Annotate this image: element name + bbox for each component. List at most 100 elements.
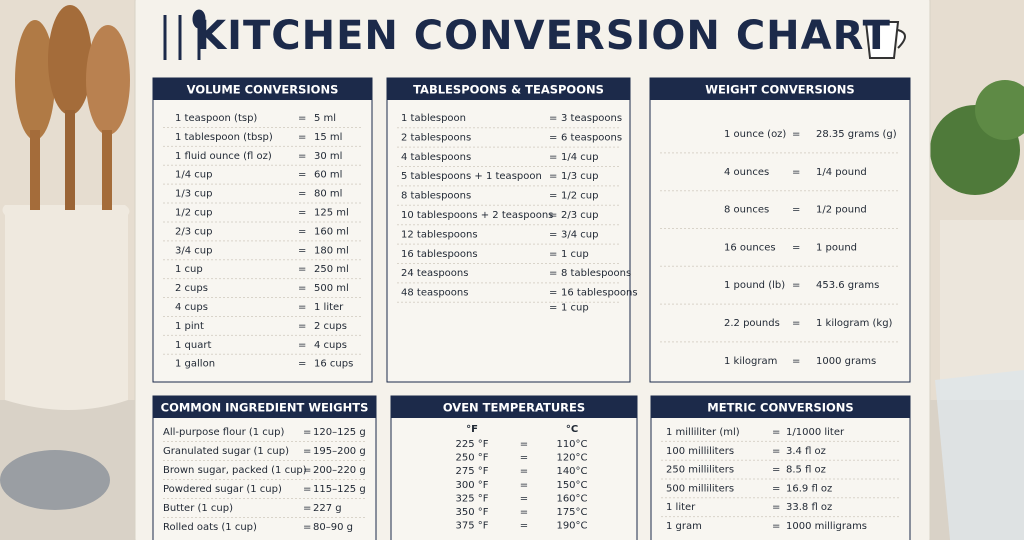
row-value: 3 teaspoons: [561, 113, 622, 124]
section-box: [152, 77, 373, 383]
row-value: 200–220 g: [313, 465, 366, 476]
separator: =: [549, 268, 557, 279]
row-label: 2/3 cup: [175, 226, 212, 237]
row-label: 325 °F: [455, 493, 488, 504]
row-label: 1 gram: [666, 521, 702, 532]
separator: =: [792, 129, 800, 140]
row-label: 1 quart: [175, 340, 211, 351]
row-label: 250 milliliters: [666, 465, 734, 476]
glass-jug: [935, 370, 1024, 540]
section-title: COMMON INGREDIENT WEIGHTS: [161, 401, 369, 415]
separator: =: [792, 242, 800, 253]
row-label: 12 tablespoons: [401, 229, 478, 240]
utensils-icon: [163, 9, 206, 60]
title: KITCHEN CONVERSION CHART: [195, 13, 891, 59]
separator: =: [549, 191, 557, 202]
separator: =: [298, 151, 306, 162]
row-label: 16 ounces: [724, 242, 776, 253]
separator: =: [298, 283, 306, 294]
pot: [940, 220, 1024, 400]
row-label: 16 tablespoons: [401, 249, 478, 260]
section-box: [390, 395, 638, 544]
row-value: 500 ml: [314, 283, 349, 294]
separator: =: [549, 152, 557, 163]
row-label: 24 teaspoons: [401, 268, 468, 279]
section-title: METRIC CONVERSIONS: [707, 401, 853, 415]
section-header: [391, 396, 637, 418]
row-value: 1/2 pound: [816, 205, 867, 216]
plant: [975, 80, 1024, 140]
row-value: 8.5 fl oz: [786, 465, 826, 476]
spoon: [15, 20, 55, 140]
section-box: [152, 395, 377, 544]
row-label: 1 teaspoon (tsp): [175, 113, 257, 124]
separator: =: [772, 521, 780, 532]
separator: =: [792, 280, 800, 291]
separator: =: [792, 167, 800, 178]
row-value: 80 ml: [314, 189, 342, 200]
row-value: 120°C: [556, 453, 587, 464]
separator: =: [772, 502, 780, 513]
separator: =: [520, 439, 528, 450]
separator: =: [298, 113, 306, 124]
section-box: [649, 77, 911, 383]
separator: =: [303, 446, 311, 457]
row-label: 225 °F: [455, 439, 488, 450]
handle: [65, 110, 75, 210]
separator: =: [520, 453, 528, 464]
row-value: 16.9 fl oz: [786, 483, 832, 494]
separator: =: [792, 318, 800, 329]
separator: =: [772, 483, 780, 494]
row-value: 195–200 g: [313, 446, 366, 457]
separator: =: [549, 113, 557, 124]
row-value: 110°C: [556, 439, 587, 450]
row-label: 1/3 cup: [175, 189, 212, 200]
row-value: 1/3 cup: [561, 171, 598, 182]
row-value: 2/3 cup: [561, 210, 598, 221]
row-label: 1 liter: [666, 502, 696, 513]
measuring-cups: [0, 450, 110, 510]
separator: =: [549, 229, 557, 240]
separator: =: [520, 466, 528, 477]
row-value: 16 cups: [314, 359, 353, 370]
row-value: 140°C: [556, 466, 587, 477]
section-header: [153, 396, 376, 418]
row-value: 80–90 g: [313, 522, 353, 533]
row-value: 1/4 cup: [561, 152, 598, 163]
section-header: [153, 78, 372, 100]
row-label: 375 °F: [455, 521, 488, 532]
row-value: 60 ml: [314, 170, 342, 181]
row-label: Powdered sugar (1 cup): [163, 484, 282, 495]
separator: =: [549, 288, 557, 299]
section-box: [650, 395, 911, 544]
crock: [2, 205, 130, 410]
section-title: OVEN TEMPERATURES: [443, 401, 585, 415]
row-label: 3/4 cup: [175, 245, 212, 256]
row-value: 1 cup: [561, 249, 589, 260]
row-label: 275 °F: [455, 466, 488, 477]
row-value: 1/2 cup: [561, 191, 598, 202]
separator: =: [549, 249, 557, 260]
separator: =: [298, 245, 306, 256]
row-label: 1 tablespoon: [401, 113, 466, 124]
row-value: 180 ml: [314, 245, 349, 256]
row-label: 500 milliliters: [666, 483, 734, 494]
row-value: 125 ml: [314, 208, 349, 219]
column-header: °C: [566, 424, 578, 435]
separator: =: [772, 446, 780, 457]
separator: =: [792, 356, 800, 367]
row-value: 175°C: [556, 507, 587, 518]
row-value: 160°C: [556, 493, 587, 504]
section-title: VOLUME CONVERSIONS: [187, 83, 339, 97]
separator: =: [303, 484, 311, 495]
section-header: [387, 78, 630, 100]
row-value: 120–125 g: [313, 427, 366, 438]
row-value: 8 tablespoons: [561, 268, 631, 279]
row-label: 2 tablespoons: [401, 132, 471, 143]
row-value: 160 ml: [314, 226, 349, 237]
row-value: 15 ml: [314, 132, 342, 143]
cup-icon: [864, 21, 906, 59]
row-value: 3.4 fl oz: [786, 446, 826, 457]
row-label: 8 ounces: [724, 205, 769, 216]
